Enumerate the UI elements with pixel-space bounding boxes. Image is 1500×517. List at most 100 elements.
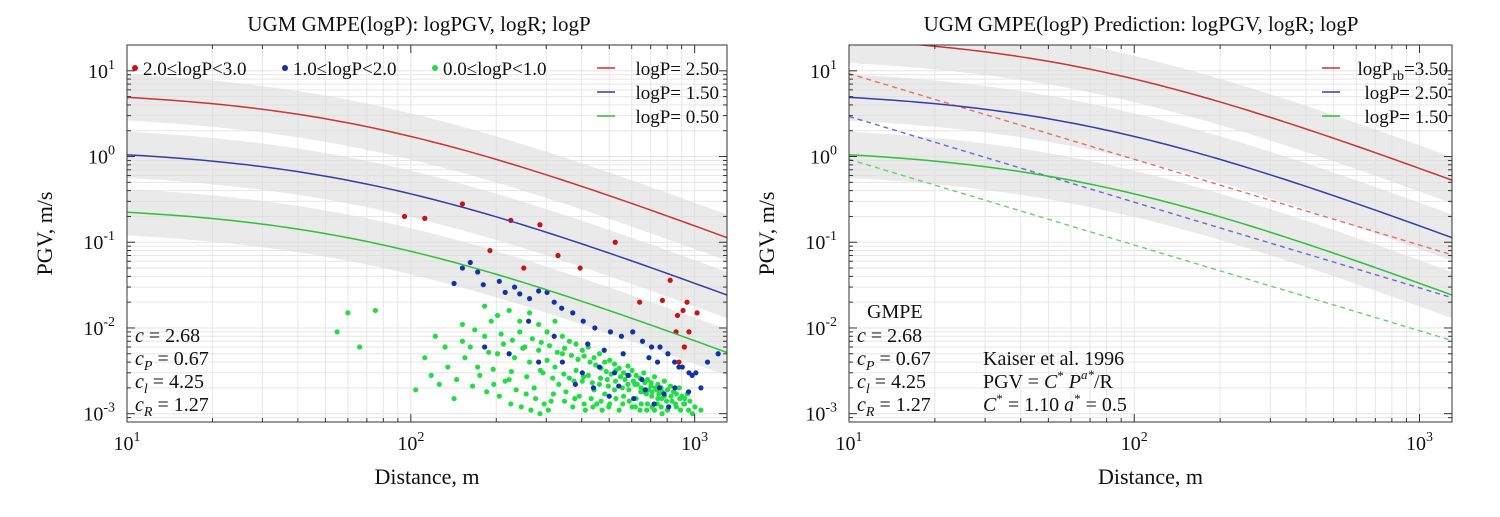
data-point — [591, 355, 597, 361]
data-point — [598, 398, 604, 404]
data-point — [536, 359, 542, 365]
eq-sup: * — [1057, 368, 1064, 383]
data-point — [677, 407, 684, 413]
data-point — [674, 312, 681, 319]
data-point — [676, 359, 682, 365]
data-point — [648, 380, 654, 386]
data-point — [488, 318, 494, 324]
data-point — [672, 401, 679, 407]
data-point — [467, 344, 473, 350]
data-point — [490, 366, 496, 372]
legend-label: logP= 1.50 — [635, 83, 719, 104]
data-point — [566, 375, 573, 381]
data-point — [652, 385, 659, 391]
y-tick-label: 10-2 — [805, 315, 837, 340]
gmpe-parameter: cl = 4.25 — [857, 371, 926, 397]
data-point — [459, 338, 466, 344]
legend-label: logP= 2.50 — [635, 59, 719, 80]
data-point — [616, 407, 622, 413]
data-point — [658, 404, 664, 410]
data-point — [661, 391, 667, 397]
legend-marker — [282, 65, 288, 71]
data-point — [644, 407, 650, 413]
data-point — [684, 299, 690, 305]
data-point — [617, 374, 624, 380]
legend-marker — [132, 65, 138, 71]
data-point — [568, 352, 575, 358]
param-symbol: c — [857, 394, 866, 416]
y-tick-label: 10-3 — [83, 401, 115, 426]
data-point — [659, 411, 665, 417]
data-point — [676, 364, 682, 370]
data-point — [665, 351, 671, 357]
gmpe-parameter: c = 2.68 — [135, 325, 200, 347]
param-value: = 2.68 — [866, 325, 922, 347]
data-point — [513, 387, 519, 393]
data-point — [559, 305, 565, 311]
data-point — [643, 391, 649, 397]
data-point — [692, 404, 698, 410]
param-value: = 2.68 — [144, 325, 200, 347]
data-point — [621, 370, 627, 376]
data-point — [554, 349, 560, 355]
data-point — [622, 376, 628, 383]
data-point — [693, 370, 699, 376]
tick-exponent: -2 — [103, 315, 115, 330]
data-point — [612, 378, 619, 384]
data-point — [637, 299, 643, 305]
data-point — [715, 351, 721, 357]
data-point — [454, 376, 460, 383]
gmpe-parameter: cl = 4.25 — [135, 371, 204, 397]
data-point — [561, 345, 568, 351]
tick-base: 10 — [805, 404, 825, 426]
data-point — [667, 277, 673, 283]
param-value: = 0.67 — [152, 348, 208, 370]
tick-base: 10 — [83, 404, 103, 426]
data-point — [517, 318, 523, 324]
data-point — [528, 407, 534, 413]
data-point — [545, 407, 551, 413]
data-point — [599, 407, 605, 413]
param-symbol: c — [135, 325, 144, 347]
tick-base: 10 — [1121, 433, 1141, 455]
data-point — [531, 385, 537, 391]
data-point — [694, 310, 700, 316]
data-point — [475, 269, 481, 275]
data-point — [579, 378, 585, 384]
data-point — [561, 398, 568, 404]
data-point — [649, 389, 655, 395]
data-point — [590, 404, 596, 410]
tick-base: 10 — [397, 433, 417, 455]
data-point — [526, 318, 532, 324]
data-point — [642, 387, 648, 393]
tick-exponent: -3 — [825, 401, 837, 416]
data-point — [575, 356, 581, 362]
param-symbol: c — [857, 325, 866, 347]
legend-label: logP= 2.50 — [1364, 83, 1448, 104]
data-point — [546, 343, 553, 349]
legend-tail: =3.50 — [1404, 59, 1448, 80]
data-point — [618, 333, 625, 339]
data-point — [459, 201, 466, 207]
param-subscript: P — [865, 359, 875, 374]
data-point — [620, 351, 626, 357]
data-point — [559, 351, 566, 357]
data-point — [648, 344, 655, 350]
data-point — [611, 370, 618, 376]
kaiser-dashed-line — [849, 115, 1452, 299]
data-point — [603, 368, 609, 375]
data-point — [621, 393, 627, 399]
data-point — [638, 389, 644, 395]
x-tick-label: 101 — [114, 430, 141, 455]
data-point — [613, 395, 619, 402]
data-point — [689, 411, 696, 417]
tick-base: 10 — [1406, 433, 1426, 455]
tick-base: 10 — [805, 232, 825, 254]
data-point — [484, 389, 490, 395]
data-point — [563, 389, 569, 395]
gmpe-curve — [127, 96, 727, 239]
data-point — [459, 265, 466, 271]
data-point — [625, 381, 631, 387]
data-point — [602, 359, 608, 365]
